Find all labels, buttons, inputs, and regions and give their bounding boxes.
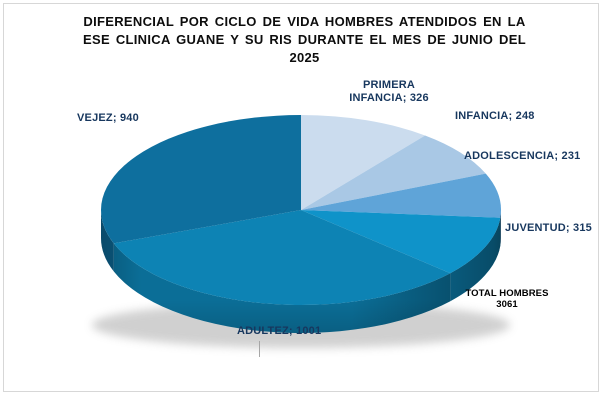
data-label-total-hombres: TOTAL HOMBRES 3061 xyxy=(457,288,557,310)
data-label-total-line1: TOTAL HOMBRES xyxy=(465,288,549,299)
pie-side-shading xyxy=(450,217,501,302)
chart-title-line: 2025 xyxy=(289,50,320,65)
pie-slice-primera-infancia xyxy=(301,115,426,210)
pie-side-shading xyxy=(113,243,451,333)
pie-slice-adolescencia xyxy=(301,173,501,218)
data-label-infancia: INFANCIA; 248 xyxy=(455,110,535,122)
pie-side-shading xyxy=(500,210,501,246)
data-label-adultez: ADULTEZ; 1001 xyxy=(237,325,322,337)
data-label-adolescencia: ADOLESCENCIA; 231 xyxy=(464,150,581,162)
data-label-primera-infancia-line2: INFANCIA; 326 xyxy=(349,92,429,104)
pie-slice-juventud xyxy=(301,210,501,274)
data-label-juventud: JUVENTUD; 315 xyxy=(505,222,592,234)
data-label-primera-infancia: PRIMERA INFANCIA; 326 xyxy=(334,79,444,105)
data-label-vejez: VEJEZ; 940 xyxy=(77,112,139,124)
chart-title-line: ESE CLINICA GUANE Y SU RIS DURANTE EL ME… xyxy=(83,32,526,47)
data-label-primera-infancia-line1: PRIMERA xyxy=(362,79,416,91)
pie-slice-vejez xyxy=(101,115,301,244)
chart-title: DIFERENCIAL POR CICLO DE VIDA HOMBRES AT… xyxy=(30,13,579,67)
data-label-total-line2: 3061 xyxy=(496,299,518,310)
pie-slice-infancia xyxy=(301,135,486,210)
adultez-leader-line xyxy=(259,341,260,357)
chart-title-line: DIFERENCIAL POR CICLO DE VIDA HOMBRES AT… xyxy=(83,14,526,29)
pie-slice-adultez xyxy=(113,210,451,305)
pie-side-shading xyxy=(101,210,114,272)
